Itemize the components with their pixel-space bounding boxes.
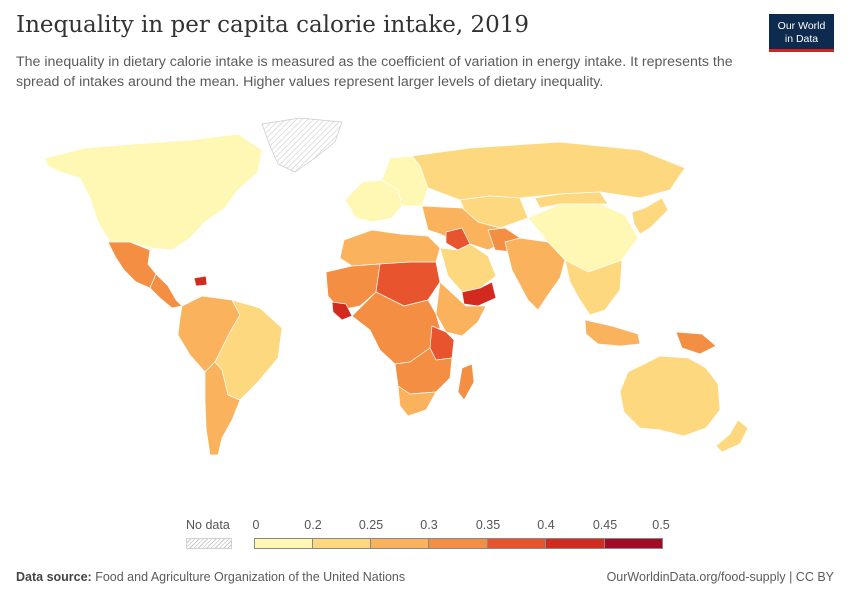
legend-tick-label: 0.3	[420, 518, 438, 532]
data-source-text[interactable]: Food and Agriculture Organization of the…	[95, 570, 406, 584]
owid-logo[interactable]: Our World in Data	[769, 14, 834, 52]
region-north-america[interactable]: North America	[44, 133, 263, 251]
region-madagascar[interactable]: Madagascar	[457, 363, 475, 401]
region-mongolia[interactable]: Mongolia	[534, 191, 609, 209]
legend-tick-label: 0.45	[592, 518, 618, 532]
region-sahel[interactable]: Sahel	[325, 263, 381, 311]
legend-bin-1[interactable]	[254, 538, 313, 549]
region-saudi-arabia[interactable]: Saudi Arabia	[439, 243, 497, 293]
color-legend: No data 0 0.2 0.25 0.3 0.35 0.4 0.45 0.5	[0, 512, 850, 552]
footer-link[interactable]: OurWorldinData.org/food-supply | CC BY	[606, 570, 834, 584]
region-new-zealand[interactable]: New Zealand	[715, 419, 749, 453]
region-southern-south-america[interactable]: Southern South America	[204, 361, 241, 456]
logo-line-1: Our World	[777, 20, 826, 32]
legend-tick-label: 0.35	[475, 518, 501, 532]
region-australia[interactable]: Australia	[619, 355, 721, 437]
legend-bin-3[interactable]	[371, 538, 429, 549]
region-central-america[interactable]: Central America	[149, 273, 183, 309]
legend-bin-6[interactable]	[546, 538, 605, 549]
data-source: Data source: Food and Agriculture Organi…	[16, 570, 405, 584]
region-korea-japan[interactable]: Korea and Japan	[631, 197, 669, 235]
region-indonesia[interactable]: Indonesia	[584, 319, 641, 347]
region-north-africa[interactable]: North Africa	[339, 229, 441, 267]
data-source-label: Data source:	[16, 570, 92, 584]
region-russia[interactable]: Russia	[411, 141, 686, 201]
region-haiti[interactable]: Haiti	[193, 275, 208, 287]
region-mexico[interactable]: Mexico	[107, 241, 157, 289]
legend-no-data-label: No data	[186, 518, 230, 532]
legend-tick-label: 0.2	[304, 518, 322, 532]
region-south-africa[interactable]: South Africa	[397, 385, 437, 417]
legend-tick-label: 0.5	[652, 518, 670, 532]
logo-line-2: in Data	[784, 33, 819, 45]
region-papua-new-guinea[interactable]: Papua New Guinea	[675, 331, 717, 355]
legend-bin-4[interactable]	[429, 538, 488, 549]
legend-tick-label: 0	[252, 518, 260, 532]
region-southeast-asia[interactable]: Southeast Asia	[564, 259, 623, 316]
region-middle-east[interactable]: Middle East	[421, 205, 506, 251]
region-horn-of-africa[interactable]: Horn of Africa	[435, 281, 487, 337]
legend-bin-5[interactable]	[488, 538, 546, 549]
legend-no-data-swatch[interactable]	[186, 538, 232, 549]
region-greenland[interactable]: Greenland	[261, 117, 343, 173]
legend-bin-7[interactable]	[605, 538, 663, 549]
world-map: North America Greenland Mexico Central A…	[44, 117, 749, 456]
legend-tick-label: 0.4	[537, 518, 555, 532]
chart-title: Inequality in per capita calorie intake,…	[16, 12, 529, 38]
legend-bin-2[interactable]	[313, 538, 371, 549]
chart-subtitle: The inequality in dietary calorie intake…	[16, 54, 733, 90]
legend-tick-label: 0.25	[358, 518, 384, 532]
region-sierra-leone-liberia[interactable]: Sierra Leone and Liberia	[331, 301, 353, 321]
region-india[interactable]: India	[504, 237, 566, 311]
